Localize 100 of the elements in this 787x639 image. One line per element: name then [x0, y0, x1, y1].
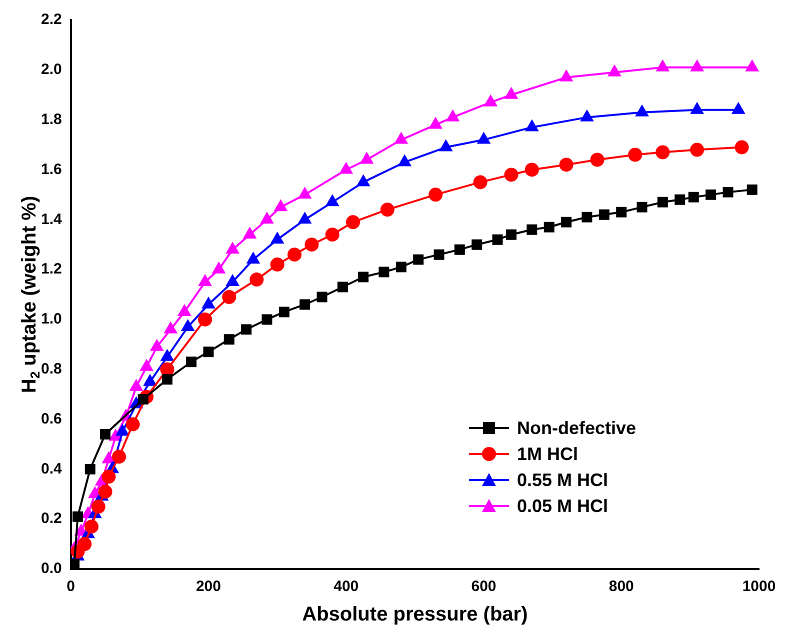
- point: [434, 249, 444, 260]
- point: [202, 297, 215, 308]
- point: [72, 511, 83, 522]
- y-tick-label: 0.8: [40, 360, 62, 378]
- point: [116, 424, 129, 436]
- point: [100, 429, 110, 440]
- point: [544, 222, 554, 232]
- point: [429, 118, 442, 129]
- point: [274, 200, 287, 212]
- point: [506, 229, 517, 240]
- point: [102, 452, 115, 464]
- y-tick-label: 0.4: [40, 460, 62, 478]
- point: [288, 248, 302, 262]
- point: [244, 228, 256, 239]
- point: [657, 196, 668, 208]
- point: [130, 380, 142, 391]
- point: [582, 212, 592, 222]
- point: [316, 292, 328, 302]
- y-tick-label: 1.6: [40, 160, 62, 178]
- x-tick-label: 200: [196, 578, 221, 596]
- point: [203, 346, 214, 358]
- point: [580, 110, 594, 122]
- point: [628, 148, 642, 162]
- point: [690, 142, 704, 157]
- point: [326, 195, 339, 206]
- point: [746, 184, 758, 195]
- point: [182, 320, 194, 331]
- point: [198, 275, 212, 286]
- point: [560, 70, 573, 82]
- point: [178, 304, 191, 316]
- y-tick-label: 0.0: [40, 560, 62, 578]
- point: [590, 152, 604, 167]
- point: [70, 558, 80, 569]
- point: [250, 272, 264, 287]
- x-tick-label: 0: [66, 578, 76, 596]
- legend-label: Non-defective: [517, 417, 636, 440]
- point: [636, 202, 648, 212]
- point: [346, 215, 360, 230]
- x-tick-label: 800: [608, 578, 634, 596]
- point: [598, 209, 610, 220]
- point: [688, 192, 699, 202]
- point: [722, 186, 734, 198]
- point: [734, 140, 749, 154]
- point: [160, 350, 174, 361]
- point: [260, 212, 274, 224]
- point: [271, 232, 284, 244]
- point: [298, 212, 312, 224]
- point: [473, 175, 488, 190]
- point: [140, 360, 153, 371]
- point: [394, 132, 408, 144]
- point: [732, 102, 745, 114]
- point: [706, 189, 716, 200]
- point: [358, 272, 369, 282]
- point: [526, 224, 538, 235]
- point: [300, 299, 310, 310]
- point: [380, 202, 394, 217]
- point: [241, 324, 252, 335]
- y-tick-label: 2.0: [40, 61, 62, 78]
- point: [559, 158, 574, 172]
- point: [226, 242, 239, 254]
- x-tick-label: 400: [334, 578, 359, 596]
- point: [84, 464, 96, 474]
- point: [656, 60, 669, 72]
- y-tick-label: 1.2: [40, 260, 62, 278]
- y-tick-label: 1.0: [40, 310, 62, 328]
- point: [84, 520, 98, 534]
- point: [91, 500, 106, 514]
- y-tick-label: 1.8: [40, 110, 62, 128]
- point: [98, 484, 112, 499]
- point: [304, 238, 319, 252]
- y-tick-label: 0.2: [40, 510, 62, 528]
- point: [222, 290, 236, 304]
- legend-label: 0.05 M HCl: [517, 495, 608, 518]
- x-tick-label: 600: [471, 578, 496, 596]
- point: [325, 228, 340, 242]
- point: [428, 188, 443, 202]
- point: [270, 258, 284, 272]
- point: [298, 188, 312, 199]
- point: [224, 334, 234, 345]
- point: [690, 60, 704, 72]
- point: [505, 88, 518, 99]
- point: [226, 275, 239, 286]
- point: [561, 216, 572, 228]
- point: [164, 322, 177, 334]
- point: [160, 362, 174, 376]
- point: [398, 155, 411, 166]
- point: [186, 356, 197, 368]
- point: [212, 262, 225, 274]
- point: [526, 120, 538, 132]
- y-tick-label: 0.6: [40, 410, 62, 428]
- point: [112, 450, 126, 464]
- point: [454, 244, 465, 255]
- point: [396, 262, 406, 272]
- legend-label: 1M HCl: [517, 443, 578, 466]
- x-axis-title: Absolute pressure (bar): [302, 604, 528, 626]
- point: [278, 306, 290, 318]
- point: [138, 394, 148, 405]
- point: [636, 105, 648, 116]
- point: [746, 60, 758, 72]
- point: [690, 102, 704, 114]
